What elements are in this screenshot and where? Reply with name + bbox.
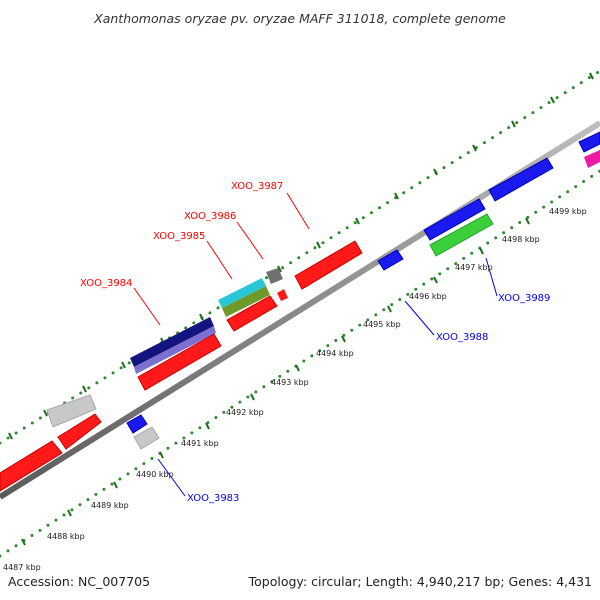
inner-major-tick — [250, 393, 255, 401]
leader-line-xoo-3985 — [206, 240, 233, 280]
gene-label-xoo-3983[interactable]: XOO_3983 — [187, 493, 239, 504]
scale-label: 4489 kbp — [91, 501, 129, 510]
outer-major-tick — [82, 385, 87, 393]
inner-major-tick — [479, 247, 484, 255]
scale-label: 4487 kbp — [3, 563, 41, 572]
scale-label: 4493 kbp — [271, 378, 309, 387]
reverse-gene-labels: XOO_3989 XOO_3988 XOO_3983 — [187, 293, 550, 504]
inner-major-tick — [113, 481, 118, 489]
outer-major-tick — [8, 432, 13, 440]
outer-major-tick — [355, 217, 360, 225]
outer-major-tick — [589, 72, 594, 80]
outer-major-tick — [121, 361, 126, 369]
outer-major-ticks — [8, 72, 594, 440]
gene-arrow-reverse[interactable] — [578, 131, 600, 153]
scale-label: 4490 kbp — [136, 470, 174, 479]
gene-label-xoo-3989[interactable]: XOO_3989 — [498, 293, 550, 304]
outer-tick-track — [0, 69, 600, 445]
scale-label: 4491 kbp — [181, 439, 219, 448]
gene-label-xoo-3984[interactable]: XOO_3984 — [80, 278, 132, 289]
scale-label: 4496 kbp — [409, 292, 447, 301]
inner-major-tick — [387, 305, 392, 313]
scale-labels: 4487 kbp 4488 kbp 4489 kbp 4490 kbp 4491… — [3, 207, 587, 572]
forward-strand-genes — [0, 150, 600, 492]
gene-label-xoo-3986[interactable]: XOO_3986 — [184, 211, 236, 222]
inner-major-tick — [295, 364, 300, 372]
outer-major-tick — [433, 168, 438, 176]
gene-navy[interactable] — [130, 317, 214, 367]
outer-major-tick — [394, 192, 399, 200]
leader-line-xoo-3984 — [133, 287, 161, 326]
leader-line-xoo-3986 — [236, 221, 264, 260]
inner-major-tick — [433, 276, 438, 284]
inner-major-tick — [67, 509, 72, 517]
scale-label: 4492 kbp — [226, 408, 264, 417]
gene-arrow-forward[interactable] — [57, 413, 102, 450]
map-title: Xanthomonas oryzae pv. oryzae MAFF 31101… — [93, 11, 506, 26]
gene-cyan[interactable] — [218, 278, 266, 308]
inner-tick-dots — [0, 169, 600, 558]
leader-line-xoo-3988 — [404, 300, 435, 336]
gene-arrow-forward[interactable] — [0, 440, 63, 492]
outer-tick-dots — [0, 69, 600, 445]
gene-lavender[interactable] — [134, 326, 216, 374]
scale-label: 4494 kbp — [316, 349, 354, 358]
outer-major-tick — [199, 313, 204, 321]
outer-major-tick — [43, 409, 48, 417]
scale-label: 4497 kbp — [455, 263, 493, 272]
outer-major-tick — [316, 241, 321, 249]
outer-major-tick — [472, 144, 477, 152]
gene-dark-gray[interactable] — [266, 268, 283, 284]
gene-arrow-reverse[interactable] — [423, 198, 486, 241]
leader-line-xoo-3989 — [485, 257, 498, 297]
inner-major-tick — [21, 538, 26, 546]
scale-label: 4495 kbp — [363, 320, 401, 329]
accession-label: Accession: NC_007705 — [8, 574, 150, 589]
gene-arrow-forward[interactable] — [137, 333, 222, 391]
gene-arrow-reverse[interactable] — [126, 414, 148, 434]
genome-summary: Topology: circular; Length: 4,940,217 bp… — [248, 574, 592, 589]
gene-arrow-reverse[interactable] — [377, 249, 404, 271]
gene-small-red[interactable] — [277, 289, 288, 301]
label-leaders — [133, 192, 498, 497]
gene-label-xoo-3987[interactable]: XOO_3987 — [231, 181, 283, 192]
inner-major-tick — [525, 217, 530, 225]
scale-label: 4498 kbp — [502, 235, 540, 244]
forward-gene-labels: XOO_3987 XOO_3986 XOO_3985 XOO_3984 — [80, 181, 283, 289]
gene-label-xoo-3985[interactable]: XOO_3985 — [153, 231, 205, 242]
scale-label: 4499 kbp — [549, 207, 587, 216]
leader-line-xoo-3983 — [157, 458, 186, 497]
inner-major-tick — [159, 451, 164, 459]
gene-green[interactable] — [429, 213, 494, 257]
gene-arrow-forward[interactable] — [226, 295, 278, 332]
inner-major-ticks — [21, 217, 530, 546]
inner-tick-track — [0, 169, 600, 558]
gene-magenta[interactable] — [584, 150, 600, 168]
inner-major-tick — [205, 422, 210, 430]
inner-major-tick — [341, 335, 346, 343]
outer-major-tick — [550, 96, 555, 104]
outer-major-tick — [511, 120, 516, 128]
leader-line-xoo-3987 — [286, 192, 310, 230]
gene-arrow-reverse[interactable] — [488, 157, 554, 202]
reverse-strand-genes — [126, 131, 600, 450]
gene-gray[interactable] — [46, 394, 97, 428]
scale-label: 4488 kbp — [47, 532, 85, 541]
gene-gray[interactable] — [133, 426, 160, 450]
outer-major-tick — [277, 265, 282, 273]
gene-label-xoo-3988[interactable]: XOO_3988 — [436, 332, 488, 343]
gene-arrow-forward[interactable] — [294, 240, 363, 290]
gene-olive[interactable] — [222, 286, 270, 317]
